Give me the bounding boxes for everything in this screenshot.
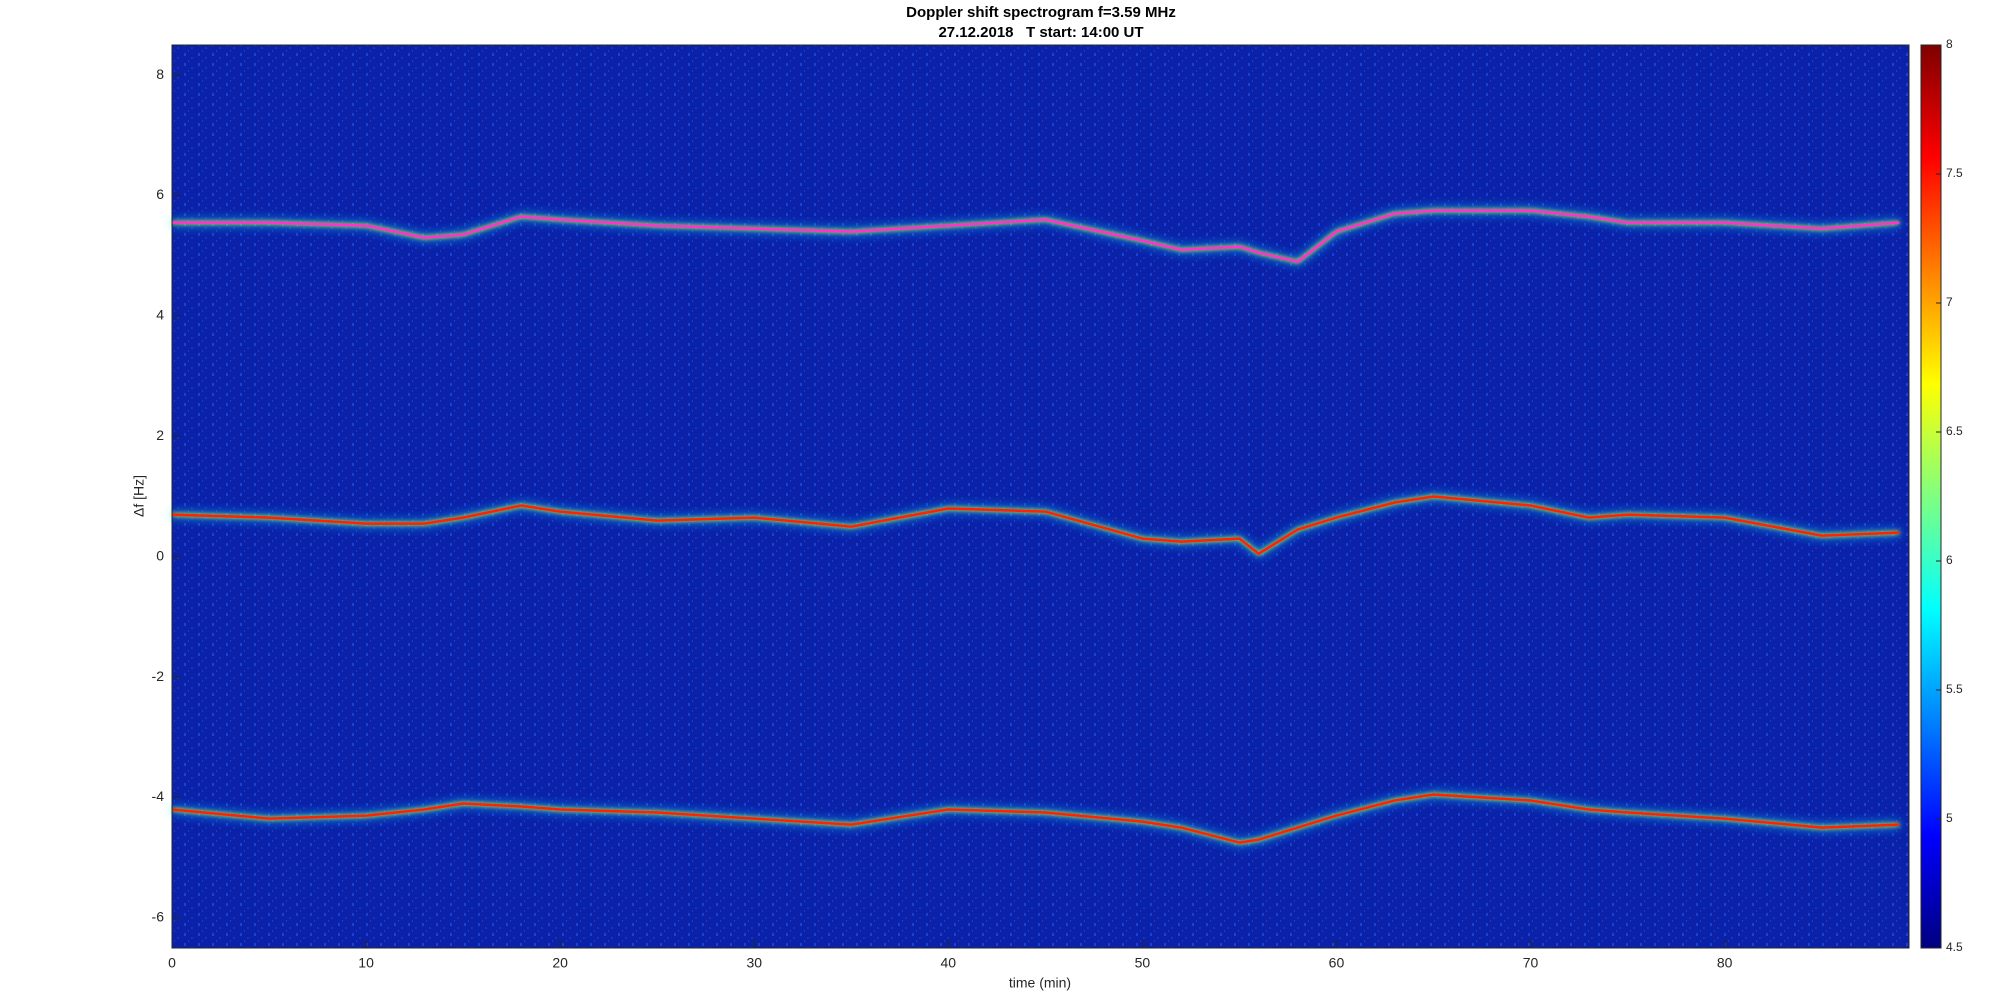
colorbar-tick-label: 7 [1946,295,1953,309]
y-tick-label: 4 [156,307,164,323]
x-axis-label: time (min) [1009,975,1071,991]
colorbar-tick-label: 7.5 [1946,166,1963,180]
y-tick-label: -2 [152,668,165,684]
x-tick-label: 50 [1135,955,1151,971]
x-tick-label: 70 [1523,955,1539,971]
trace-line [171,495,1900,555]
colorbar-tick-label: 5.5 [1946,682,1963,696]
y-tick-label: 8 [156,66,164,82]
x-tick-label: 30 [746,955,762,971]
chart-subtitle: 27.12.2018 T start: 14:00 UT [938,24,1143,41]
y-tick-label: 0 [156,547,164,563]
y-tick-label: -6 [152,909,165,925]
trace-line [172,209,1900,263]
chart-title: Doppler shift spectrogram f=3.59 MHz [906,4,1176,21]
x-tick-label: 80 [1717,955,1733,971]
colorbar-tick-label: 5 [1946,811,1953,825]
y-tick-label: 6 [156,186,164,202]
trace-line [171,793,1900,844]
colorbar-tick-label: 8 [1946,37,1953,51]
x-tick-label: 60 [1329,955,1345,971]
y-axis-label: Δf [Hz] [131,475,147,517]
colorbar-tick-label: 6 [1946,553,1953,567]
plot-texture [172,45,1909,948]
x-tick-label: 40 [941,955,957,971]
y-tick-label: -4 [152,788,165,804]
x-tick-label: 10 [358,955,374,971]
y-tick-label: 2 [156,427,164,443]
x-tick-label: 20 [552,955,568,971]
colorbar-tick-label: 4.5 [1946,940,1963,954]
colorbar [1920,44,1942,949]
x-tick-label: 0 [168,955,176,971]
axes-box [171,44,1910,949]
colorbar-tick-label: 6.5 [1946,424,1963,438]
